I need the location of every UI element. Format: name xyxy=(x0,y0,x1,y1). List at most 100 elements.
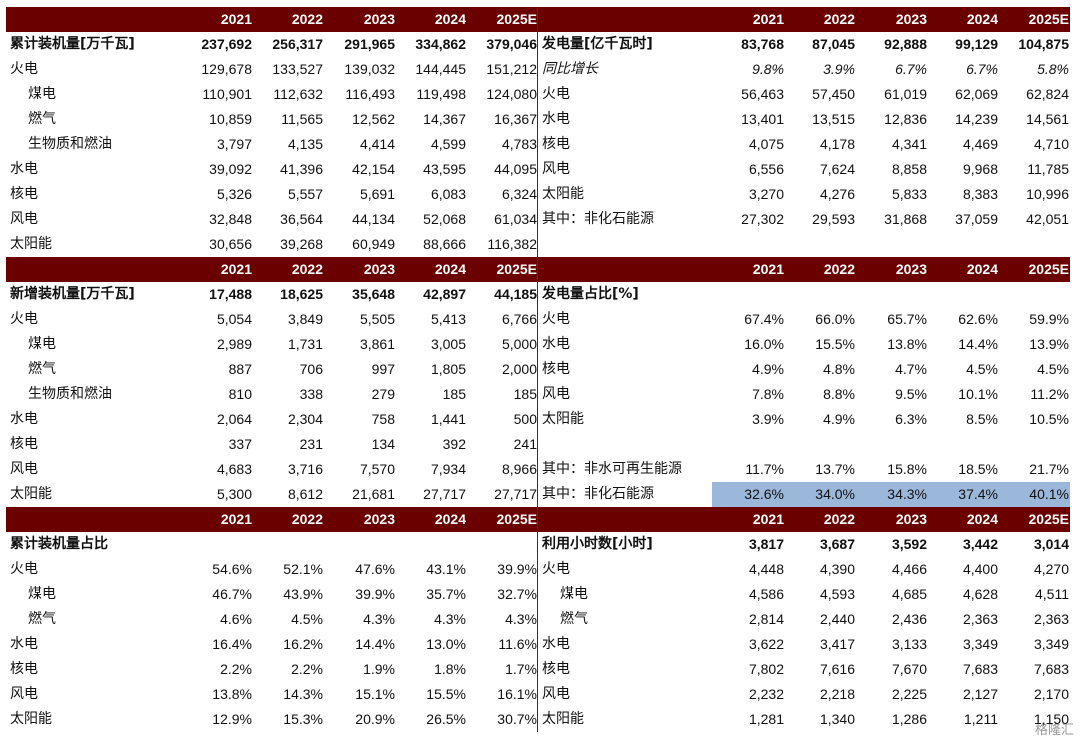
value-cell: 60,949 xyxy=(352,236,395,252)
value-cell: 185 xyxy=(513,386,537,402)
year-header-row: 2021 2022 2023 2024 2025E xyxy=(6,7,537,32)
value-cell: 15.5% xyxy=(426,686,466,702)
value-cell: 997 xyxy=(371,361,395,377)
value-cell: 4.3% xyxy=(363,611,395,627)
value-cell: 11,565 xyxy=(281,111,323,127)
row-label: 发电量[亿千瓦时] xyxy=(542,36,653,52)
value-cell: 4.9% xyxy=(823,411,855,427)
table-row: 新增装机量[万千瓦] 17,488 18,625 35,648 42,897 44,185 xyxy=(6,282,537,307)
value-cell: 12.9% xyxy=(212,711,252,727)
table-row: 风电 2,232 2,218 2,225 2,127 2,170 xyxy=(538,682,1070,707)
table-row: 累计装机量占比 xyxy=(6,532,537,557)
table-row: 风电 7.8% 8.8% 9.5% 10.1% 11.2% xyxy=(538,382,1070,407)
value-cell: 5,413 xyxy=(430,311,466,327)
value-cell: 46.7% xyxy=(212,586,252,602)
value-cell: 6,556 xyxy=(748,161,784,177)
value-cell: 44,185 xyxy=(494,286,537,302)
year-header-row: 2021 2022 2023 2024 2025E xyxy=(538,7,1070,32)
value-cell xyxy=(928,282,998,307)
value-cell: 1,150 xyxy=(1033,711,1069,727)
value-cell: 5,691 xyxy=(359,186,395,202)
table-row: 生物质和燃油 3,797 4,135 4,414 4,599 4,783 xyxy=(6,132,537,157)
row-label: 水电 xyxy=(10,636,38,652)
value-cell: 7.8% xyxy=(752,386,784,402)
row-label: 核电 xyxy=(10,186,38,202)
value-cell: 39,268 xyxy=(280,236,323,252)
value-cell: 4.7% xyxy=(895,361,927,377)
value-cell: 14.4% xyxy=(355,636,395,652)
value-cell: 4,178 xyxy=(819,136,855,152)
value-cell: 62.6% xyxy=(958,311,998,327)
capacity-share-table: 2021 2022 2023 2024 2025E 累计装机量占比 火电 54.6% 52.1%… xyxy=(6,507,537,732)
value-cell: 334,862 xyxy=(415,36,466,52)
row-label: 燃气 xyxy=(560,611,588,627)
row-label: 其中：非水可再生能源 xyxy=(542,461,682,477)
value-cell: 4,400 xyxy=(962,561,998,577)
value-cell: 2,989 xyxy=(216,336,252,352)
value-cell: 2,814 xyxy=(748,611,784,627)
value-cell: 8,966 xyxy=(501,461,537,477)
year-header-cell: 2022 xyxy=(291,11,323,27)
value-cell: 2,304 xyxy=(287,411,323,427)
table-row: 煤电 110,901 112,632 116,493 119,498 124,080 xyxy=(6,82,537,107)
value-cell: 1,281 xyxy=(748,711,784,727)
value-cell: 4.6% xyxy=(220,611,252,627)
row-label: 火电 xyxy=(10,61,38,77)
row-label: 生物质和燃油 xyxy=(28,136,112,152)
value-cell: 99,129 xyxy=(955,36,998,52)
row-label: 太阳能 xyxy=(542,411,584,427)
value-cell: 4.5% xyxy=(966,361,998,377)
value-cell: 129,678 xyxy=(201,61,252,77)
value-cell: 237,692 xyxy=(201,36,252,52)
value-cell: 3,861 xyxy=(359,336,395,352)
year-header-cell: 2022 xyxy=(291,511,323,527)
row-label: 风电 xyxy=(542,386,570,402)
value-cell: 56,463 xyxy=(741,86,784,102)
value-cell: 11,785 xyxy=(1027,161,1069,177)
table-row: 燃气 887 706 997 1,805 2,000 xyxy=(6,357,537,382)
value-cell: 4,511 xyxy=(1035,586,1069,602)
value-cell: 21.7% xyxy=(1029,461,1069,477)
value-cell: 1,286 xyxy=(891,711,927,727)
value-cell: 241 xyxy=(513,436,537,452)
value-cell: 2,000 xyxy=(501,361,537,377)
value-cell: 7,683 xyxy=(962,661,998,677)
value-cell: 5,326 xyxy=(216,186,252,202)
value-cell xyxy=(182,532,252,557)
value-cell xyxy=(325,532,395,557)
value-cell: 39.9% xyxy=(355,586,395,602)
row-label: 核电 xyxy=(542,661,570,677)
row-label: 累计装机量占比 xyxy=(10,536,108,552)
value-cell: 124,080 xyxy=(486,86,537,102)
value-cell: 13.7% xyxy=(815,461,855,477)
row-label: 太阳能 xyxy=(542,186,584,202)
value-cell: 338 xyxy=(299,386,323,402)
value-cell: 15.8% xyxy=(887,461,927,477)
table-row: 火电 4,448 4,390 4,466 4,400 4,270 xyxy=(538,557,1070,582)
value-cell: 4.5% xyxy=(291,611,323,627)
year-header-cell: 2023 xyxy=(363,11,395,27)
value-cell: 4.8% xyxy=(823,361,855,377)
value-cell: 3,797 xyxy=(216,136,252,152)
value-cell: 139,032 xyxy=(344,61,395,77)
value-cell: 16.1% xyxy=(497,686,537,702)
value-cell: 5,054 xyxy=(216,311,252,327)
row-label: 核电 xyxy=(10,436,38,452)
value-cell: 4,683 xyxy=(216,461,252,477)
value-cell: 291,965 xyxy=(344,36,395,52)
value-cell: 2,436 xyxy=(891,611,927,627)
value-cell: 4,075 xyxy=(748,136,784,152)
value-cell xyxy=(396,532,466,557)
value-cell: 43.9% xyxy=(283,586,323,602)
row-label: 核电 xyxy=(542,136,570,152)
value-cell: 392 xyxy=(442,436,466,452)
value-cell: 14.4% xyxy=(958,336,998,352)
value-cell: 18.5% xyxy=(958,461,998,477)
value-cell: 1,805 xyxy=(430,361,466,377)
value-cell: 7,670 xyxy=(891,661,927,677)
value-cell: 35.7% xyxy=(426,586,466,602)
row-label: 风电 xyxy=(10,461,38,477)
generation-share-table: 2021 2022 2023 2024 2025E 发电量占比[%] 火电 67.4% 66.0… xyxy=(538,257,1070,507)
value-cell: 887 xyxy=(228,361,252,377)
